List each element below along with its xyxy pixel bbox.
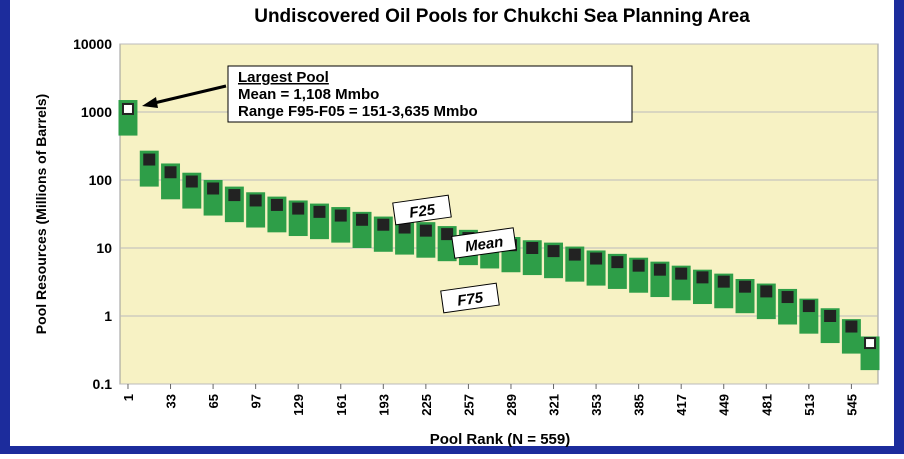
x-tick-label: 129	[291, 394, 306, 416]
series-name: Mean	[464, 233, 504, 255]
mean-marker	[313, 205, 326, 218]
x-tick-label: 257	[461, 394, 476, 416]
mean-marker	[121, 102, 134, 115]
label-box	[451, 227, 517, 259]
mean-marker	[228, 189, 241, 202]
mean-marker	[632, 259, 645, 272]
x-tick-label: 385	[632, 394, 647, 416]
x-axis-label: Pool Rank (N = 559)	[430, 431, 570, 448]
annotation-box	[227, 65, 633, 123]
mean-marker	[802, 300, 815, 313]
mean-marker	[845, 320, 858, 333]
mean-marker	[143, 153, 156, 166]
x-tick-label: 321	[547, 394, 562, 416]
mean-marker	[419, 224, 432, 237]
series-name: F75	[456, 289, 485, 310]
mean-marker	[675, 267, 688, 280]
series-label: F75	[440, 282, 500, 314]
x-tick-label: 449	[717, 394, 732, 416]
series-label: F25	[392, 194, 452, 226]
mean-marker	[207, 182, 220, 195]
y-tick-label: 100	[89, 172, 113, 188]
x-tick-label: 193	[376, 394, 391, 416]
x-tick-label: 417	[674, 394, 689, 416]
mean-marker	[334, 209, 347, 222]
x-tick-label: 65	[206, 394, 221, 408]
mean-marker	[864, 337, 877, 350]
label-box	[392, 194, 452, 226]
mean-marker	[441, 228, 454, 241]
mean-marker	[760, 285, 773, 298]
y-tick-label: 1	[104, 308, 112, 324]
arrow-head	[142, 97, 158, 108]
annotation-heading: Largest Pool	[238, 69, 329, 86]
series-name: F25	[408, 201, 437, 222]
annotation-line: Range F95-F05 = 151-3,635 Mmbo	[238, 103, 478, 120]
mean-marker	[164, 166, 177, 179]
mean-marker	[568, 248, 581, 261]
mean-marker	[185, 175, 198, 188]
mean-marker	[717, 275, 730, 288]
x-tick-label: 289	[504, 394, 519, 416]
mean-marker	[526, 242, 539, 254]
x-tick-label: 513	[802, 394, 817, 416]
y-tick-label: 0.1	[93, 376, 113, 392]
y-tick-label: 10000	[73, 36, 112, 52]
mean-marker	[824, 310, 837, 322]
label-box	[440, 282, 500, 314]
arrow	[149, 84, 227, 106]
y-tick-label: 1000	[81, 104, 112, 120]
x-tick-label: 161	[334, 394, 349, 416]
mean-marker	[249, 194, 262, 207]
x-tick-label: 1	[121, 394, 136, 401]
y-tick-label: 10	[96, 240, 112, 256]
x-tick-label: 225	[419, 394, 434, 416]
annotation-line: Mean = 1,108 Mmbo	[238, 86, 379, 103]
marks: 0.1 1 10 100 1000 10000 1 33 65 97 129 161 193 225 257…	[73, 36, 880, 416]
mean-marker	[739, 280, 752, 293]
chart-title: Undiscovered Oil Pools for Chukchi Sea P…	[254, 6, 750, 27]
mean-marker	[611, 256, 624, 269]
series-label: Mean	[451, 227, 517, 259]
mean-marker	[590, 252, 603, 265]
mean-marker	[781, 291, 794, 304]
mean-marker	[696, 271, 709, 284]
x-tick-label: 33	[164, 394, 179, 408]
mean-marker	[547, 245, 560, 258]
x-tick-label: 353	[589, 394, 604, 416]
mean-marker	[356, 213, 369, 226]
x-tick-label: 545	[844, 394, 859, 416]
mean-marker	[653, 263, 666, 276]
y-axis-label: Pool Resources (Millions of Barrels)	[33, 94, 49, 334]
mean-marker	[292, 202, 305, 215]
mean-marker	[270, 198, 283, 211]
x-tick-label: 97	[249, 394, 264, 408]
mean-marker	[377, 218, 390, 231]
x-tick-label: 481	[759, 394, 774, 416]
